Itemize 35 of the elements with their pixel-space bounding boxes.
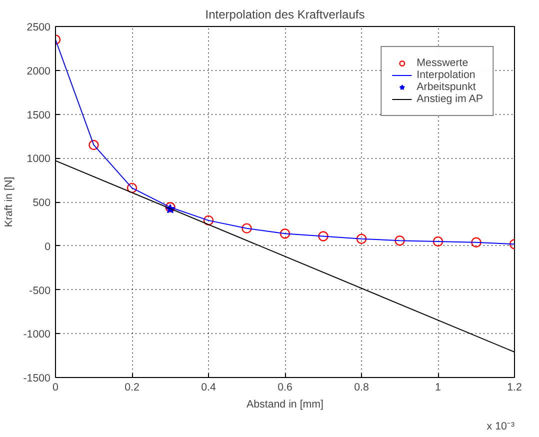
point — [242, 223, 252, 234]
x-axis-title: Abstand in [mm] — [246, 398, 324, 410]
legend-label: Interpolation — [416, 69, 476, 81]
point — [318, 231, 328, 242]
y-tick-label: 1000 — [26, 153, 51, 166]
y-tick-label: 500 — [32, 197, 51, 209]
chart-title: Interpolation des Kraftverlaufs — [205, 8, 365, 22]
y-tick-label: 1500 — [26, 109, 51, 122]
x-tick-label: 0.8 — [354, 382, 369, 394]
legend-label: Messwerte — [416, 57, 468, 69]
y-tick-label: 2500 — [26, 22, 51, 34]
x-tick-label: 1 — [435, 382, 442, 394]
point — [356, 234, 367, 244]
line-series — [56, 39, 514, 245]
point — [280, 228, 290, 239]
y-tick-label: 0 — [44, 240, 51, 253]
x-tick-label: 0.4 — [201, 382, 216, 394]
x-tick-label: 0.6 — [278, 382, 292, 394]
point — [88, 140, 99, 150]
x-tick-label: 0.2 — [124, 382, 140, 394]
y-tick-label: -1500 — [23, 372, 51, 384]
text: x 10⁻³ — [486, 420, 515, 432]
y-tick-label: -500 — [29, 284, 51, 297]
point — [471, 237, 482, 248]
legend-label: Anstieg im AP — [416, 93, 483, 105]
y-tick-label: 2000 — [26, 65, 51, 78]
x-tick-label: 1.2 — [507, 382, 522, 394]
x-tick-label: 0 — [52, 382, 59, 394]
legend-label: Arbeitspunkt — [416, 81, 476, 93]
point — [126, 182, 138, 194]
y-tick-label: -1000 — [23, 328, 51, 341]
point — [203, 215, 214, 226]
point — [394, 236, 405, 246]
y-axis-title: Kraft in [N] — [3, 176, 16, 228]
point — [432, 236, 444, 247]
